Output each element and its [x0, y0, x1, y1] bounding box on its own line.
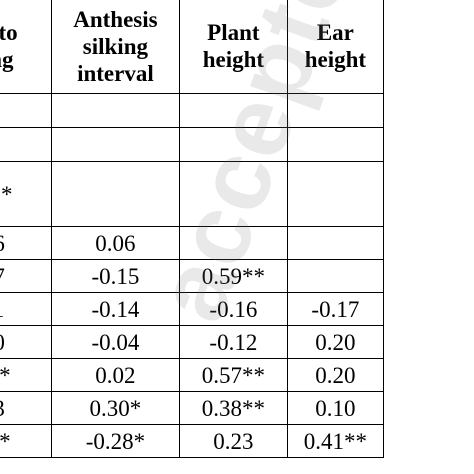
table-cell: -0.12 — [179, 325, 288, 359]
table-cell: -0.25* — [0, 358, 52, 392]
header-line: interval — [77, 60, 154, 86]
table-row: -0.13 0.30* 0.38** 0.10 — [0, 391, 385, 425]
table-cell — [286, 127, 385, 162]
header-line: Ear — [316, 20, 354, 45]
table-cell: 0.10 — [286, 391, 385, 425]
table-cell: -0.13 — [0, 391, 52, 425]
table-cell — [286, 259, 385, 293]
table-cell: 0.41** — [286, 424, 385, 458]
header-line: Days to — [0, 20, 18, 45]
table-row: -0.25* 0.02 0.57** 0.20 — [0, 358, 385, 392]
table-row — [0, 93, 385, 128]
header-anthesis-silking-interval: Anthesis silking interval — [50, 0, 181, 94]
table-cell — [0, 93, 52, 128]
table-cell — [179, 127, 288, 162]
table-cell: 0.20 — [286, 325, 385, 359]
table-cell: -0.15 — [50, 259, 181, 293]
table-cell: -0.28* — [50, 424, 181, 458]
table-cell: 0.06 — [50, 226, 181, 260]
header-line: height — [202, 47, 265, 72]
header-line: silking — [82, 33, 148, 59]
header-line: Anthesis — [73, 6, 158, 32]
table-cell: -0.17 — [286, 292, 385, 326]
table-cell: -0.14 — [50, 292, 181, 326]
table-cell — [286, 93, 385, 128]
table-cell: -0.30* — [0, 424, 52, 458]
header-line: Plant — [207, 20, 260, 45]
table-cell: -0.10 — [0, 325, 52, 359]
header-line: height — [304, 47, 367, 72]
table-row: -0.06 0.06 — [0, 226, 385, 260]
table-row — [0, 127, 385, 162]
table-row: -0.10 -0.04 -0.12 0.20 — [0, 325, 385, 359]
header-line: silking — [0, 47, 14, 72]
table-cell: -0.07 — [0, 259, 52, 293]
table-cell: 0.23 — [179, 424, 288, 458]
table-cell: 0.59** — [179, 259, 288, 293]
header-ear-height: Ear height — [286, 0, 385, 94]
table-cell — [286, 161, 385, 227]
table-cell: 0.30* — [50, 391, 181, 425]
table-cell — [0, 127, 52, 162]
table-cell — [50, 93, 181, 128]
table-cell — [50, 161, 181, 227]
table-cell — [179, 161, 288, 227]
table-cell: -0.16 — [179, 292, 288, 326]
table-row: -0.30* -0.28* 0.23 0.41** — [0, 424, 385, 458]
table-row: 0.56** — [0, 161, 385, 227]
table-cell: 0.20 — [286, 358, 385, 392]
table-cell: 0.38** — [179, 391, 288, 425]
correlation-table: Days to silking Anthesis silking interva… — [0, 0, 385, 458]
table-cell: -0.04 — [50, 325, 181, 359]
table-cell — [179, 226, 288, 260]
table-cell: -0.11 — [0, 292, 52, 326]
table-row: -0.11 -0.14 -0.16 -0.17 — [0, 292, 385, 326]
table-row: -0.07 -0.15 0.59** — [0, 259, 385, 293]
table-cell: -0.06 — [0, 226, 52, 260]
table-cell — [286, 226, 385, 260]
header-row: Days to silking Anthesis silking interva… — [0, 0, 385, 94]
table-cell: 0.02 — [50, 358, 181, 392]
header-days-to-silking: Days to silking — [0, 0, 52, 94]
table-cell: 0.57** — [179, 358, 288, 392]
table-cell — [50, 127, 181, 162]
table-cell — [179, 93, 288, 128]
header-plant-height: Plant height — [179, 0, 288, 94]
table-cell: 0.56** — [0, 161, 52, 227]
